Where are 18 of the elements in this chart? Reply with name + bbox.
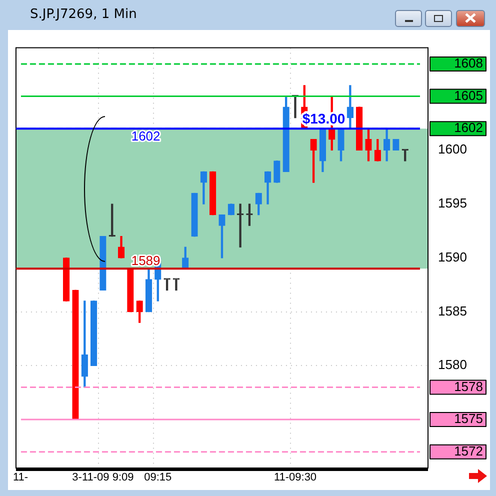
ref-line-label: 1575 xyxy=(454,411,483,426)
x-tick-label: 3-11-09 9:09 xyxy=(72,472,134,484)
candlestick xyxy=(172,278,180,291)
chart-title: S.JP.J7269, 1 Min xyxy=(30,7,137,22)
y-tick-label: 1585 xyxy=(438,303,467,318)
ref-line-label: 1572 xyxy=(454,443,483,458)
y-tick-label: 1580 xyxy=(438,357,467,372)
y-tick-label: 1595 xyxy=(438,196,467,211)
ref-line-label: 1608 xyxy=(454,56,483,71)
y-tick-label: 1600 xyxy=(438,142,467,157)
ref-line-label: 1578 xyxy=(454,378,483,394)
ref-line-label: 1602 xyxy=(454,120,483,136)
ref-line-label: 1605 xyxy=(454,88,483,103)
ref-line-label: 1602 xyxy=(131,128,160,144)
x-tick-label: 11-09:30 xyxy=(274,472,317,484)
x-tick-label: 11- xyxy=(13,472,28,484)
y-tick-label: 1590 xyxy=(438,249,467,264)
x-tick-label: 09:15 xyxy=(144,472,172,484)
